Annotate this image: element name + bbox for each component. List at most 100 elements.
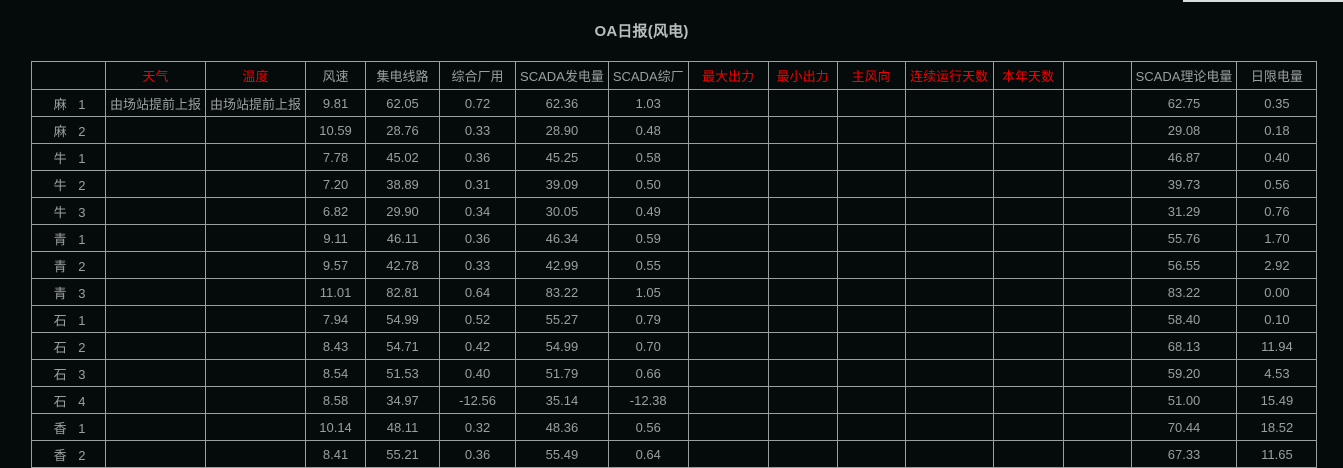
cell-r6-c1 [205,251,307,279]
cell-r8-c7 [687,305,769,333]
cell-r8-c6: 0.79 [607,305,689,333]
cell-r7-c6: 1.05 [607,278,689,306]
cell-r4-c6: 0.49 [607,197,689,225]
cell-r6-c13: 56.55 [1130,251,1238,279]
cell-r13-c1 [205,440,307,468]
cell-r10-c5: 51.79 [515,359,609,387]
cell-r6-c3: 42.78 [365,251,441,279]
cell-r11-c3: 34.97 [365,386,441,414]
cell-r10-c9 [836,359,906,387]
cell-r9-c6: 0.70 [607,332,689,360]
cell-r11-c1 [205,386,307,414]
cell-r2-c5: 45.25 [515,143,609,171]
cell-r12-c12 [1062,413,1132,441]
cell-r5-c1 [205,224,307,252]
cell-r5-c13: 55.76 [1130,224,1238,252]
cell-r6-c8 [767,251,838,279]
cell-r0-c8 [767,89,838,117]
cell-r6-c7 [687,251,769,279]
cell-r3-c14: 0.56 [1236,170,1318,198]
cell-r7-c9 [836,278,906,306]
cell-r0-c3: 62.05 [365,89,441,117]
cell-r4-c2: 6.82 [305,197,367,225]
table-header: 天气 温度 风速 集电线路 综合厂用 SCADA发电量 SCADA综厂 最大出力 最小出力 主风向… [31,61,1318,90]
cell-r1-c0 [104,116,207,144]
cell-r1-c8 [767,116,838,144]
cell-r10-c2: 8.54 [305,359,367,387]
column-header-5: 综合厂用 [439,61,517,90]
cell-r4-c0 [104,197,207,225]
cell-r7-c5: 83.22 [515,278,609,306]
row-label: 牛 3 [31,197,106,225]
cell-r0-c0: 由场站提前上报 [104,89,207,117]
cell-r13-c9 [836,440,906,468]
cell-r6-c10 [904,251,994,279]
cell-r7-c0 [104,278,207,306]
cell-r3-c2: 7.20 [305,170,367,198]
cell-r8-c12 [1062,305,1132,333]
cell-r13-c2: 8.41 [305,440,367,468]
column-header-6: SCADA发电量 [515,61,609,90]
cell-r6-c5: 42.99 [515,251,609,279]
cell-r8-c13: 58.40 [1130,305,1238,333]
cell-r5-c12 [1062,224,1132,252]
cell-r5-c0 [104,224,207,252]
column-header-0 [31,61,106,90]
cell-r13-c13: 67.33 [1130,440,1238,468]
cell-r5-c4: 0.36 [439,224,517,252]
cell-r6-c12 [1062,251,1132,279]
cell-r10-c14: 4.53 [1236,359,1318,387]
cell-r1-c14: 0.18 [1236,116,1318,144]
cell-r13-c5: 55.49 [515,440,609,468]
cell-r1-c6: 0.48 [607,116,689,144]
cell-r11-c13: 51.00 [1130,386,1238,414]
cell-r6-c9 [836,251,906,279]
cell-r9-c5: 54.99 [515,332,609,360]
cell-r3-c7 [687,170,769,198]
column-header-8: 最大出力 [687,61,769,90]
table-row: 麻 1 由场站提前上报 由场站提前上报 9.81 62.05 0.72 62.36 1.03 6… [31,89,1318,117]
table-row: 牛 1 7.78 45.02 0.36 45.25 0.58 46.87 0.40 [31,143,1318,171]
cell-r12-c6: 0.56 [607,413,689,441]
cell-r5-c10 [904,224,994,252]
cell-r4-c8 [767,197,838,225]
row-label: 青 3 [31,278,106,306]
cell-r1-c4: 0.33 [439,116,517,144]
cell-r12-c8 [767,413,838,441]
cell-r13-c0 [104,440,207,468]
cell-r10-c10 [904,359,994,387]
row-label: 石 4 [31,386,106,414]
cell-r10-c0 [104,359,207,387]
cell-r11-c0 [104,386,207,414]
cell-r1-c12 [1062,116,1132,144]
cell-r2-c6: 0.58 [607,143,689,171]
row-label: 香 2 [31,440,106,468]
cell-r9-c2: 8.43 [305,332,367,360]
cell-r0-c5: 62.36 [515,89,609,117]
cell-r7-c13: 83.22 [1130,278,1238,306]
row-label: 石 1 [31,305,106,333]
cell-r8-c9 [836,305,906,333]
cell-r3-c11 [992,170,1064,198]
cell-r7-c14: 0.00 [1236,278,1318,306]
cell-r4-c12 [1062,197,1132,225]
cell-r5-c9 [836,224,906,252]
row-label: 香 1 [31,413,106,441]
cell-r3-c4: 0.31 [439,170,517,198]
cell-r11-c14: 15.49 [1236,386,1318,414]
cell-r9-c9 [836,332,906,360]
table-body: 麻 1 由场站提前上报 由场站提前上报 9.81 62.05 0.72 62.36 1.03 6… [31,89,1318,468]
cell-r13-c14: 11.65 [1236,440,1318,468]
cell-r4-c3: 29.90 [365,197,441,225]
cell-r10-c13: 59.20 [1130,359,1238,387]
cell-r13-c12 [1062,440,1132,468]
cell-r4-c1 [205,197,307,225]
cell-r0-c4: 0.72 [439,89,517,117]
cell-r8-c10 [904,305,994,333]
cell-r1-c9 [836,116,906,144]
cell-r11-c5: 35.14 [515,386,609,414]
cell-r11-c9 [836,386,906,414]
row-label: 石 2 [31,332,106,360]
cell-r0-c13: 62.75 [1130,89,1238,117]
cell-r9-c13: 68.13 [1130,332,1238,360]
